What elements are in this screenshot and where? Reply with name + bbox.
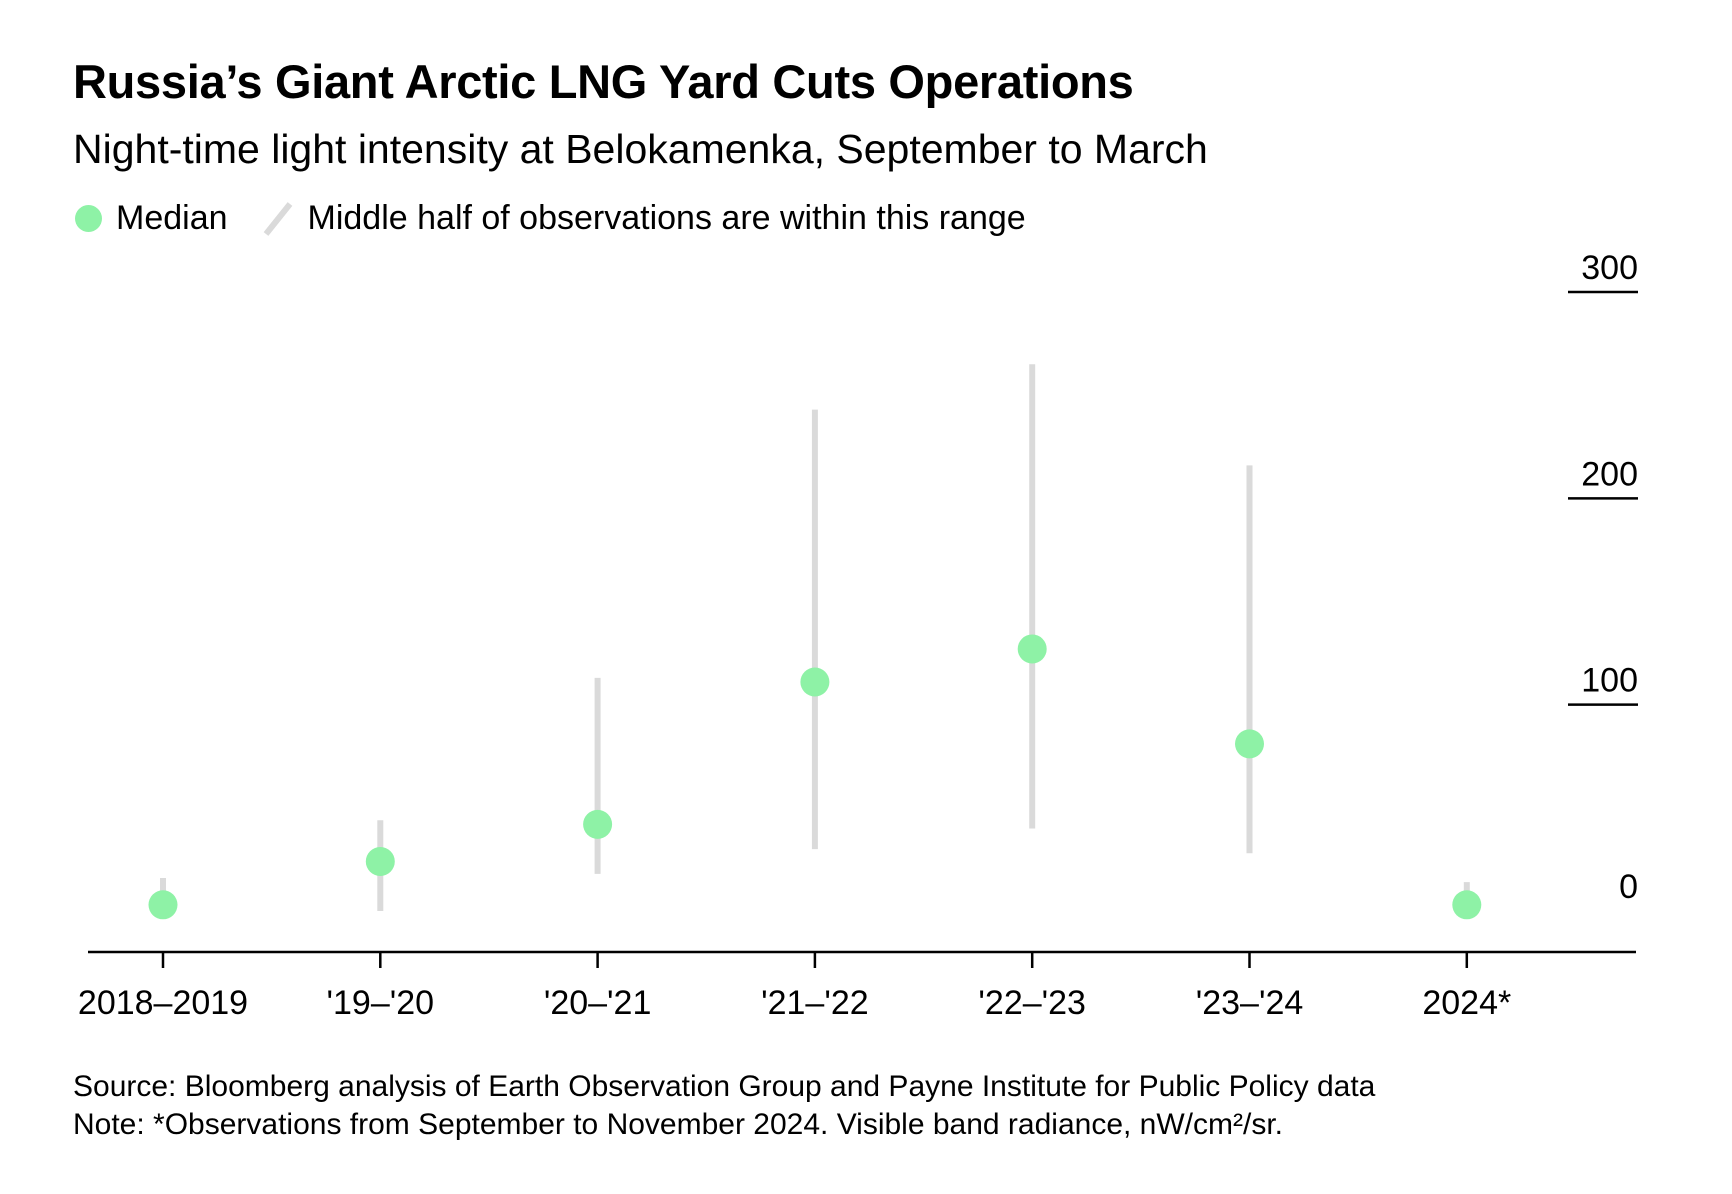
median-dots xyxy=(148,634,1482,920)
x-axis: 2018–2019 '19–'20 '20–'21 '21–'22 '22–'23 '23… xyxy=(78,950,1636,1022)
chart-title: Russia’s Giant Arctic LNG Yard Cuts Oper… xyxy=(73,55,1134,108)
legend-median-label: Median xyxy=(116,198,228,237)
median-point xyxy=(148,890,178,920)
x-tick-label: '20–'21 xyxy=(544,984,652,1022)
median-point xyxy=(1017,634,1047,664)
source-note: Source: Bloomberg analysis of Earth Obse… xyxy=(73,1070,1376,1103)
footer: Source: Bloomberg analysis of Earth Obse… xyxy=(73,1068,1375,1144)
median-point xyxy=(1452,890,1482,920)
y-tick-label: 0 xyxy=(1619,868,1638,906)
median-point xyxy=(583,809,613,839)
median-point xyxy=(365,846,395,876)
legend-median-swatch xyxy=(75,204,102,232)
x-tick-label: '23–'24 xyxy=(1196,984,1304,1022)
chart-subtitle: Night-time light intensity at Belokamenk… xyxy=(73,126,1208,172)
range-bars xyxy=(160,364,1470,911)
y-tick-label: 100 xyxy=(1581,662,1638,700)
median-point xyxy=(800,667,830,697)
x-tick-label: '22–'23 xyxy=(978,984,1086,1022)
y-tick-label: 300 xyxy=(1581,249,1638,287)
x-tick-label: '19–'20 xyxy=(327,984,435,1022)
y-tick-label: 200 xyxy=(1581,455,1638,493)
chart-plot: 0 100 200 300 2018–2019 '19–'20 '20–'21 '21–'2… xyxy=(78,249,1638,1022)
x-tick-label: 2018–2019 xyxy=(78,984,248,1022)
legend: Median Middle half of observations are w… xyxy=(75,196,1026,240)
footnote: Note: *Observations from September to No… xyxy=(73,1108,1284,1141)
legend-range-swatch xyxy=(263,202,292,236)
y-axis: 0 100 200 300 xyxy=(1568,249,1638,906)
legend-range-label: Middle half of observations are within t… xyxy=(307,198,1026,237)
x-tick-label: 2024* xyxy=(1422,984,1511,1022)
x-tick-label: '21–'22 xyxy=(761,984,869,1022)
median-point xyxy=(1235,729,1264,759)
